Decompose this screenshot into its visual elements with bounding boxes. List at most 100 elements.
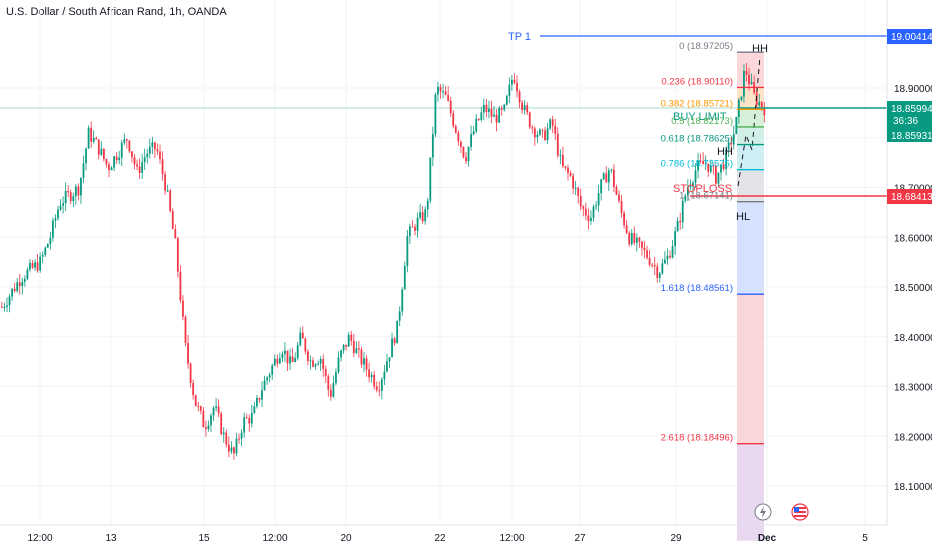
candle-body [457,132,460,142]
candle-body [1,306,3,308]
time-tick-label: 12:00 [27,533,52,544]
candle-body [618,194,620,202]
candle-body [148,146,151,154]
candle-body [409,226,411,237]
candle-body [375,386,378,391]
candle-body [482,104,485,113]
candle-body [694,170,697,183]
candle-body [727,142,730,150]
candle-body [562,155,564,167]
candle-body [444,91,447,95]
candle-body [579,195,582,207]
candle-body [307,351,309,361]
candle-body [638,237,641,242]
candle-body [686,187,689,196]
candle-body [653,264,656,267]
candle-body [467,147,470,162]
candle-body [59,205,62,210]
candle-body [13,288,16,292]
candle-body [319,359,322,364]
candle-body [442,91,444,93]
price-tick-label: 18.10000 [894,482,932,493]
candle-body [740,96,743,100]
candle-body [62,203,64,206]
candle-body [661,263,664,274]
us-flag-icon[interactable] [791,503,809,521]
candle-body [648,257,651,265]
candle-body [421,212,424,222]
candle-body [189,363,192,384]
candle-body [278,358,281,364]
candle-body [90,127,93,142]
time-tick-label: 22 [434,533,446,544]
candle-body [533,128,536,138]
candle-body [424,209,427,222]
candle-body [699,160,702,162]
candle-body [388,357,391,362]
candle-body [57,209,59,219]
candle-body [725,149,727,169]
candle-body [505,95,508,105]
candle-body [449,100,452,114]
candle-body [763,107,766,116]
candle-body [429,157,432,201]
fib-level-label: 0.236 (18.90110) [661,76,733,87]
candle-body [584,208,587,216]
stop-price-tag-bg [887,189,932,204]
candle-body [36,262,39,271]
candle-body [18,282,21,287]
candle-body [651,264,654,266]
candle-body [365,358,368,370]
fib-level-label: 0.618 (18.78625) [661,134,733,145]
candle-body [398,311,401,321]
candle-body [679,220,682,223]
candle-body [758,101,761,106]
candle-body [352,340,355,354]
flash-icon[interactable] [754,503,772,521]
time-axis[interactable]: 12:00 13 15 12:00 20 22 12:00 27 29 Dec 5 [27,533,868,544]
fib-level-label: 0.382 (18.85721) [661,98,733,109]
candle-body [401,289,404,312]
candle-body [431,134,434,158]
candle-body [735,116,738,134]
candle-body [3,306,6,308]
candles [1,62,766,460]
candle-body [500,108,503,110]
candle-body [304,338,307,352]
current-price-tag-bg [887,101,932,128]
candle-body [620,201,623,213]
candle-body [92,138,95,142]
candle-body [386,361,388,372]
stoploss-label: STOPLOSS [673,183,732,195]
candle-body [574,187,577,189]
fib-level-label: 0 (18.97205) [679,41,733,52]
candle-body [299,332,302,346]
candle-body [105,159,108,165]
hh-mid-label: HH [717,146,733,158]
candle-body [610,169,613,171]
candle-body [103,148,105,160]
candle-body [85,148,87,164]
candle-body [154,142,156,150]
candle-body [643,247,646,251]
candle-body [380,379,383,391]
candle-body [666,255,669,260]
candle-body [355,348,358,354]
candle-body [597,193,600,206]
candle-body [684,195,687,201]
candle-body [391,338,393,358]
candle-body [238,438,240,440]
candle-body [454,126,457,133]
candle-body [605,173,608,183]
price-axis[interactable]: 18.9000018.8000018.7000018.6000018.50000… [894,84,932,493]
candle-body [572,175,574,189]
candle-body [23,278,26,282]
candle-body [312,360,314,367]
candle-body [528,112,531,128]
candle-body [187,343,189,364]
candle-body [31,263,34,268]
candle-body [120,142,123,158]
candle-body [406,236,409,267]
candle-body [337,357,340,373]
